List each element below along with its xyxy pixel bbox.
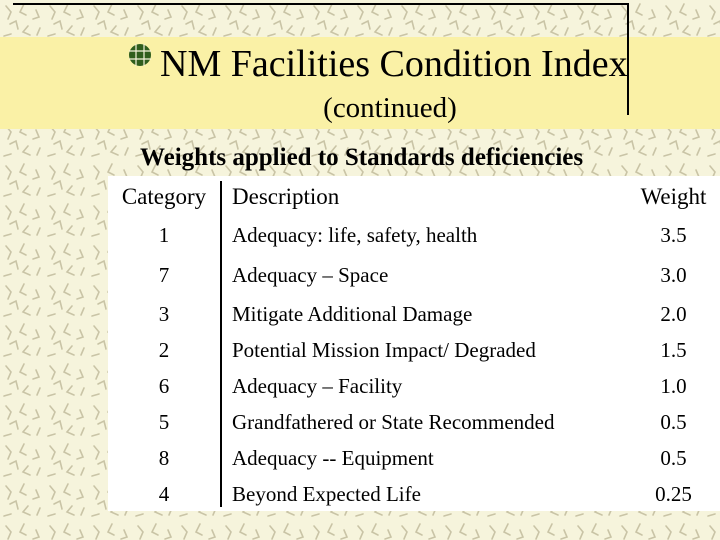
row-weight: 2.0 — [660, 301, 687, 326]
row-category: 6 — [158, 373, 170, 398]
row-description: Potential Mission Impact/ Degraded — [232, 337, 536, 362]
slide-subtitle: (continued) — [323, 92, 457, 124]
row-category: 2 — [158, 337, 170, 362]
slide-title: NM Facilities Condition Index — [160, 43, 628, 85]
table-row: 1 Adequacy: life, safety, health 3.5 — [108, 216, 720, 254]
table-row: 4 Beyond Expected Life 0.25 — [108, 476, 720, 512]
table-row: 5 Grandfathered or State Recommended 0.5 — [108, 404, 720, 440]
row-category: 1 — [158, 222, 170, 247]
slide-frame-outline — [13, 3, 629, 115]
table-row: 8 Adequacy -- Equipment 0.5 — [108, 440, 720, 476]
table-row: 2 Potential Mission Impact/ Degraded 1.5 — [108, 332, 720, 368]
title-band — [0, 37, 720, 129]
table-row: 3 Mitigate Additional Damage 2.0 — [108, 296, 720, 332]
row-category: 5 — [158, 409, 170, 434]
row-description: Beyond Expected Life — [232, 481, 421, 506]
row-description: Mitigate Additional Damage — [232, 301, 473, 326]
row-description: Adequacy: life, safety, health — [232, 222, 478, 247]
row-description: Adequacy – Facility — [232, 373, 403, 398]
weights-table: Category Description Weight 1 Adequacy: … — [108, 178, 720, 512]
table-row: 6 Adequacy – Facility 1.0 — [108, 368, 720, 404]
row-weight: 0.5 — [660, 445, 687, 470]
row-weight: 3.5 — [660, 222, 687, 247]
row-weight: 3.0 — [660, 262, 687, 287]
row-category: 4 — [158, 481, 170, 506]
row-weight: 1.5 — [660, 337, 687, 362]
row-description: Grandfathered or State Recommended — [232, 409, 555, 434]
header-description: Description — [232, 184, 340, 209]
row-weight: 1.0 — [660, 373, 687, 398]
row-description: Adequacy – Space — [232, 262, 389, 287]
green-round-bullet-icon — [129, 44, 151, 66]
row-weight: 0.5 — [660, 409, 687, 434]
row-description: Adequacy -- Equipment — [232, 445, 434, 470]
header-category: Category — [121, 184, 207, 209]
table-row: 7 Adequacy – Space 3.0 — [108, 254, 720, 296]
row-category: 3 — [158, 301, 170, 326]
column-divider — [220, 181, 222, 507]
table-background — [108, 176, 720, 511]
row-category: 8 — [158, 445, 170, 470]
section-heading: Weights applied to Standards deficiencie… — [140, 144, 584, 171]
table-header-row: Category Description Weight — [108, 178, 720, 216]
row-category: 7 — [158, 262, 170, 287]
row-weight: 0.25 — [655, 481, 692, 506]
header-weight: Weight — [640, 184, 707, 209]
